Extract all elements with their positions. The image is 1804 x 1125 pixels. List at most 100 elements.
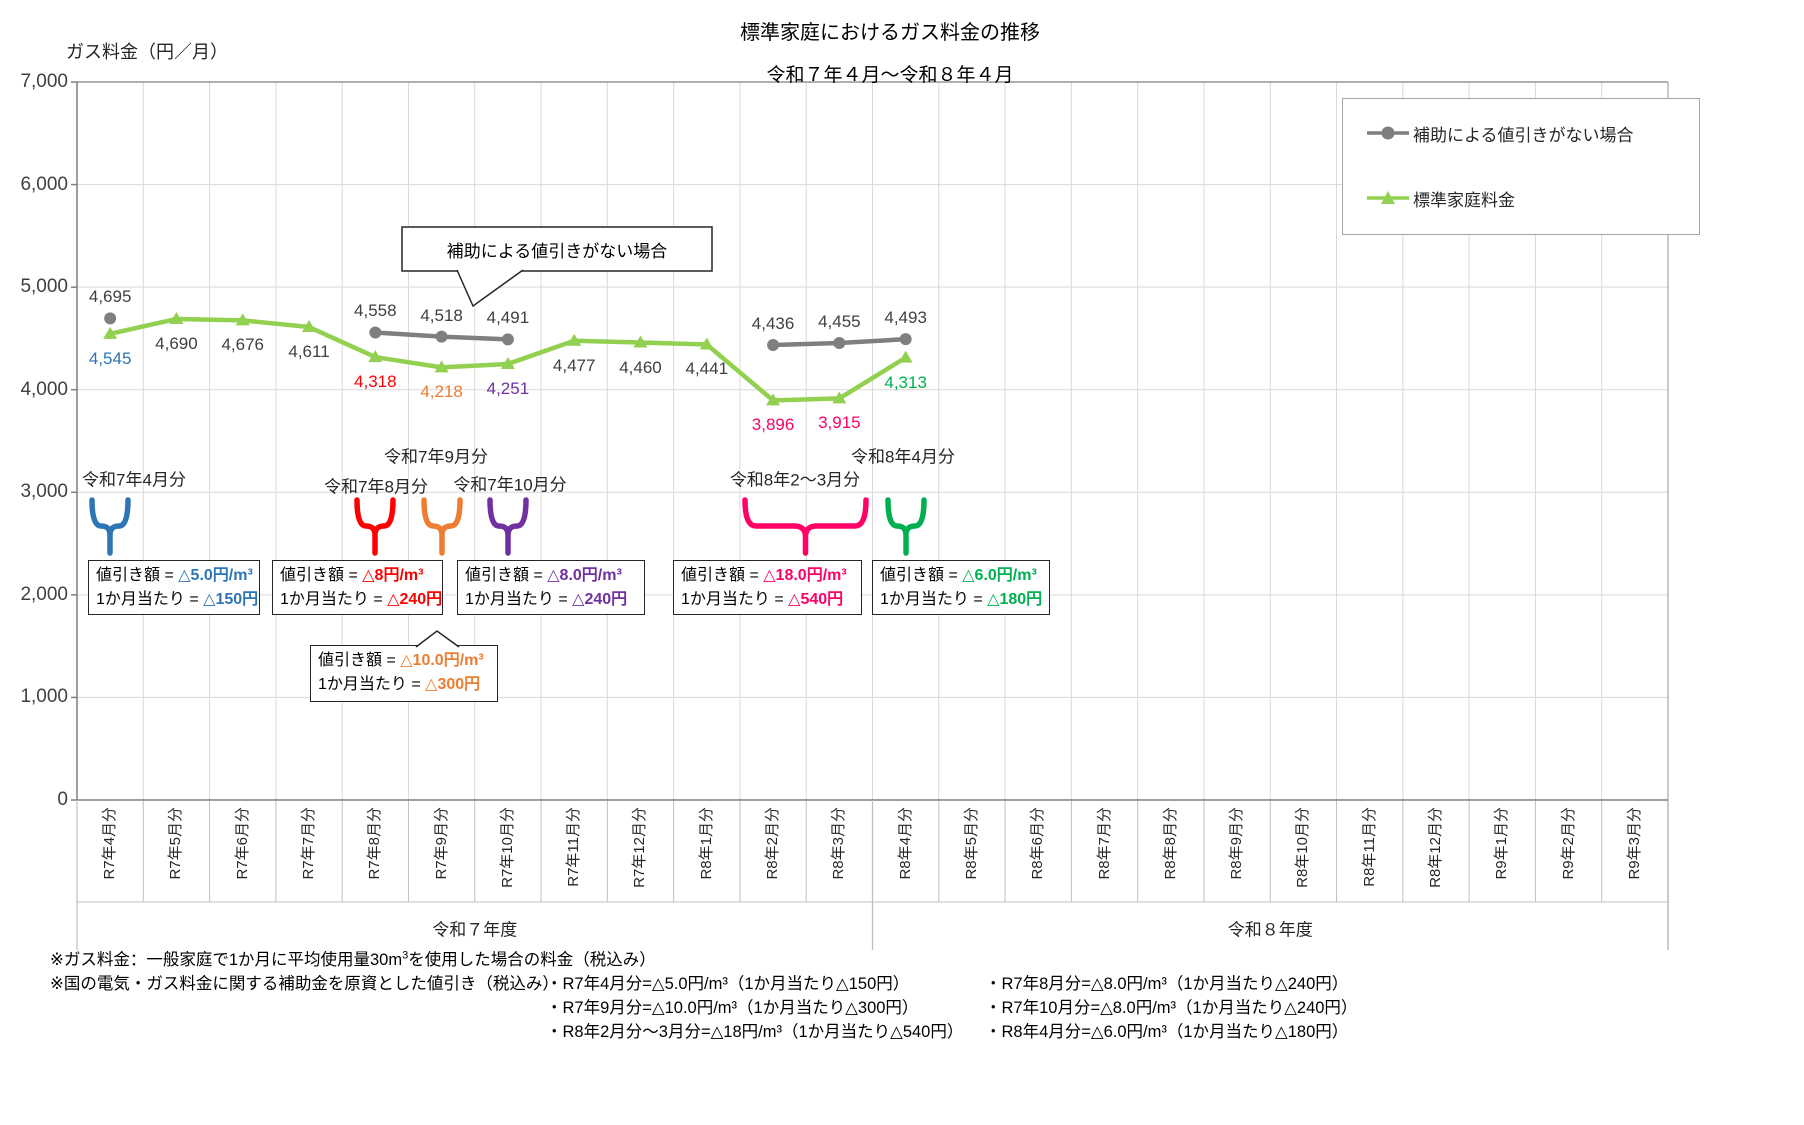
discount-period-label: 令和7年8月分 xyxy=(324,477,428,497)
x-tick-label: R7年10月分 xyxy=(498,807,516,888)
discount-brace xyxy=(354,497,396,556)
series-marker-triangle xyxy=(434,360,449,373)
data-label: 4,690 xyxy=(155,333,198,353)
discount-amount-line: 値引き額 = △10.0円/m³ xyxy=(318,652,484,669)
data-label: 4,436 xyxy=(751,313,795,333)
discount-brace xyxy=(487,497,529,556)
series-marker-circle xyxy=(767,338,780,351)
y-tick-label: 1,000 xyxy=(20,686,68,708)
x-tick-label: R8年1月分 xyxy=(697,807,715,880)
data-label: 4,318 xyxy=(354,372,397,392)
data-label: 3,896 xyxy=(751,415,795,435)
discount-monthly-line: 1か月当たり = △540円 xyxy=(681,591,844,608)
x-tick-label: R9年3月分 xyxy=(1625,807,1643,880)
series-marker-triangle xyxy=(898,350,913,363)
x-tick-label: R7年7月分 xyxy=(300,807,318,880)
series-marker-circle xyxy=(501,333,514,346)
legend-label: 補助による値引きがない場合 xyxy=(1413,125,1634,145)
series-marker-triangle xyxy=(766,393,781,406)
discount-box: 値引き額 = △8.0円/m³ 1か月当たり = △240円 xyxy=(457,560,645,615)
footnote-subsidy-label: ※国の電気・ガス料金に関する補助金を原資とした値引き（税込み） xyxy=(50,975,559,993)
data-label: 4,695 xyxy=(88,287,132,307)
discount-brace xyxy=(742,497,869,556)
series-marker-triangle xyxy=(103,326,118,339)
footnote-discount-item: ・R8年2月分～3月分=△18円/m³（1か月当たり△540円） xyxy=(546,1023,964,1041)
data-label: 4,558 xyxy=(354,301,397,321)
series-marker-circle xyxy=(899,333,912,346)
x-tick-label: R9年2月分 xyxy=(1559,807,1577,880)
x-tick-label: R8年12月分 xyxy=(1426,807,1444,888)
discount-amount-line: 値引き額 = △8.0円/m³ xyxy=(465,567,622,584)
footnote-discount-item: ・R7年8月分=△8.0円/m³（1か月当たり△240円） xyxy=(985,975,1349,993)
discount-box: 値引き額 = △5.0円/m³ 1か月当たり = △150円 xyxy=(88,560,260,615)
discount-box: 値引き額 = △6.0円/m³ 1か月当たり = △180円 xyxy=(872,560,1050,615)
discount-amount-line: 値引き額 = △18.0円/m³ xyxy=(681,567,847,584)
x-tick-label: R8年9月分 xyxy=(1228,807,1246,880)
fiscal-year-label: 令和７年度 xyxy=(432,920,518,940)
y-tick-label: 3,000 xyxy=(20,481,68,503)
series-marker-circle xyxy=(104,312,117,325)
series-marker-circle xyxy=(435,330,448,343)
discount-brace xyxy=(89,497,131,556)
x-tick-label: R7年4月分 xyxy=(101,807,119,880)
y-tick-label: 4,000 xyxy=(20,378,68,400)
data-label: 4,251 xyxy=(486,378,530,398)
series-marker-triangle xyxy=(368,350,383,363)
y-tick-label: 5,000 xyxy=(20,276,68,298)
footnote-text: ※ガス料金：一般家庭で1か月に平均使用量30m xyxy=(50,951,403,969)
x-tick-label: R8年3月分 xyxy=(830,807,848,880)
footnote-text: を使用した場合の料金（税込み） xyxy=(408,951,656,969)
y-axis-title: ガス料金（円／月） xyxy=(66,42,228,62)
x-tick-label: R8年11月分 xyxy=(1360,807,1378,887)
discount-period-label: 令和8年2～3月分 xyxy=(729,470,861,490)
fiscal-year-label: 令和８年度 xyxy=(1227,920,1313,940)
series-marker-triangle xyxy=(302,320,317,333)
data-label: 4,477 xyxy=(552,355,596,375)
legend-entry: 補助による値引きがない場合 xyxy=(1365,121,1634,145)
data-label: 4,491 xyxy=(486,308,530,328)
data-label: 4,460 xyxy=(619,357,662,377)
discount-monthly-line: 1か月当たり = △150円 xyxy=(96,591,259,608)
x-tick-label: R8年8月分 xyxy=(1161,807,1179,880)
footnote-superscript: 3 xyxy=(402,949,409,962)
discount-amount-line: 値引き額 = △8円/m³ xyxy=(280,567,424,584)
discount-box: 値引き額 = △8円/m³ 1か月当たり = △240円 xyxy=(272,560,443,615)
y-tick-label: 0 xyxy=(57,789,68,810)
discount-box: 値引き額 = △10.0円/m³ 1か月当たり = △300円 xyxy=(310,645,498,702)
legend: 補助による値引きがない場合 標準家庭料金 xyxy=(1342,98,1700,235)
discount-monthly-line: 1か月当たり = △240円 xyxy=(465,591,628,608)
legend-label: 標準家庭料金 xyxy=(1413,190,1515,210)
x-tick-label: R8年10月分 xyxy=(1294,807,1312,888)
x-tick-label: R8年7月分 xyxy=(1095,807,1113,880)
footnote-discount-item: ・R7年4月分=△5.0円/m³（1か月当たり△150円） xyxy=(546,975,910,993)
footnote-discount-item: ・R7年10月分=△8.0円/m³（1か月当たり△240円） xyxy=(985,999,1358,1017)
series-callout-label: 補助による値引きがない場合 xyxy=(446,241,668,261)
data-label: 4,611 xyxy=(288,342,330,362)
y-tick-label: 2,000 xyxy=(20,583,68,605)
legend-triangle-marker-icon xyxy=(1381,191,1395,204)
x-tick-label: R8年5月分 xyxy=(962,807,980,880)
footnote-gas-price: ※ガス料金：一般家庭で1か月に平均使用量30m3を使用した場合の料金（税込み） xyxy=(50,946,656,970)
discount-brace xyxy=(885,497,927,556)
discount-amount-line: 値引き額 = △5.0円/m³ xyxy=(96,567,253,584)
x-tick-label: R8年4月分 xyxy=(896,807,914,880)
footnote-discount-item: ・R8年4月分=△6.0円/m³（1か月当たり△180円） xyxy=(985,1023,1349,1041)
data-label: 4,455 xyxy=(818,312,861,332)
y-tick-label: 6,000 xyxy=(20,173,68,195)
footnote-discount-item: ・R7年9月分=△10.0円/m³（1か月当たり△300円） xyxy=(546,999,919,1017)
legend-entry: 標準家庭料金 xyxy=(1365,186,1515,210)
series-marker-triangle xyxy=(235,313,250,326)
data-label: 4,493 xyxy=(884,308,927,328)
x-tick-label: R7年12月分 xyxy=(631,807,649,888)
series-marker-triangle xyxy=(633,335,648,348)
series-callout-box xyxy=(401,226,713,272)
chart-subtitle: 令和７年４月～令和８年４月 xyxy=(766,65,1014,86)
series-marker-circle xyxy=(833,337,846,350)
discount-period-label: 令和7年10月分 xyxy=(453,475,567,495)
discount-monthly-line: 1か月当たり = △300円 xyxy=(318,676,481,693)
x-tick-label: R7年5月分 xyxy=(167,807,185,880)
x-tick-label: R9年1月分 xyxy=(1493,807,1511,880)
data-label: 4,545 xyxy=(88,348,132,368)
